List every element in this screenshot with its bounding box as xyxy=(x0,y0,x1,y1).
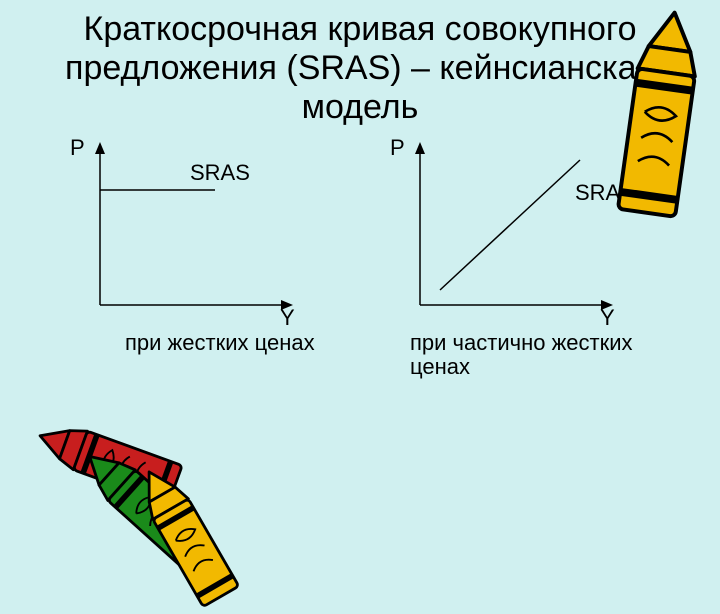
chart-svg-right xyxy=(390,135,620,325)
curve-label-left: SRAS xyxy=(190,160,250,186)
axis-label-y-right: Y xyxy=(600,305,615,331)
axis-label-p-left: P xyxy=(70,135,85,161)
caption-right: при частично жестких ценах xyxy=(410,331,650,379)
caption-left: при жестких ценах xyxy=(125,331,330,355)
axis-label-y-left: Y xyxy=(280,305,295,331)
title-text: Краткосрочная кривая совокупного предлож… xyxy=(65,10,655,126)
chart-svg-left xyxy=(70,135,300,325)
page-title: Краткосрочная кривая совокупного предлож… xyxy=(0,0,720,127)
chart-left: P SRAS Y при жестких ценах xyxy=(70,135,330,379)
axis-label-p-right: P xyxy=(390,135,405,161)
